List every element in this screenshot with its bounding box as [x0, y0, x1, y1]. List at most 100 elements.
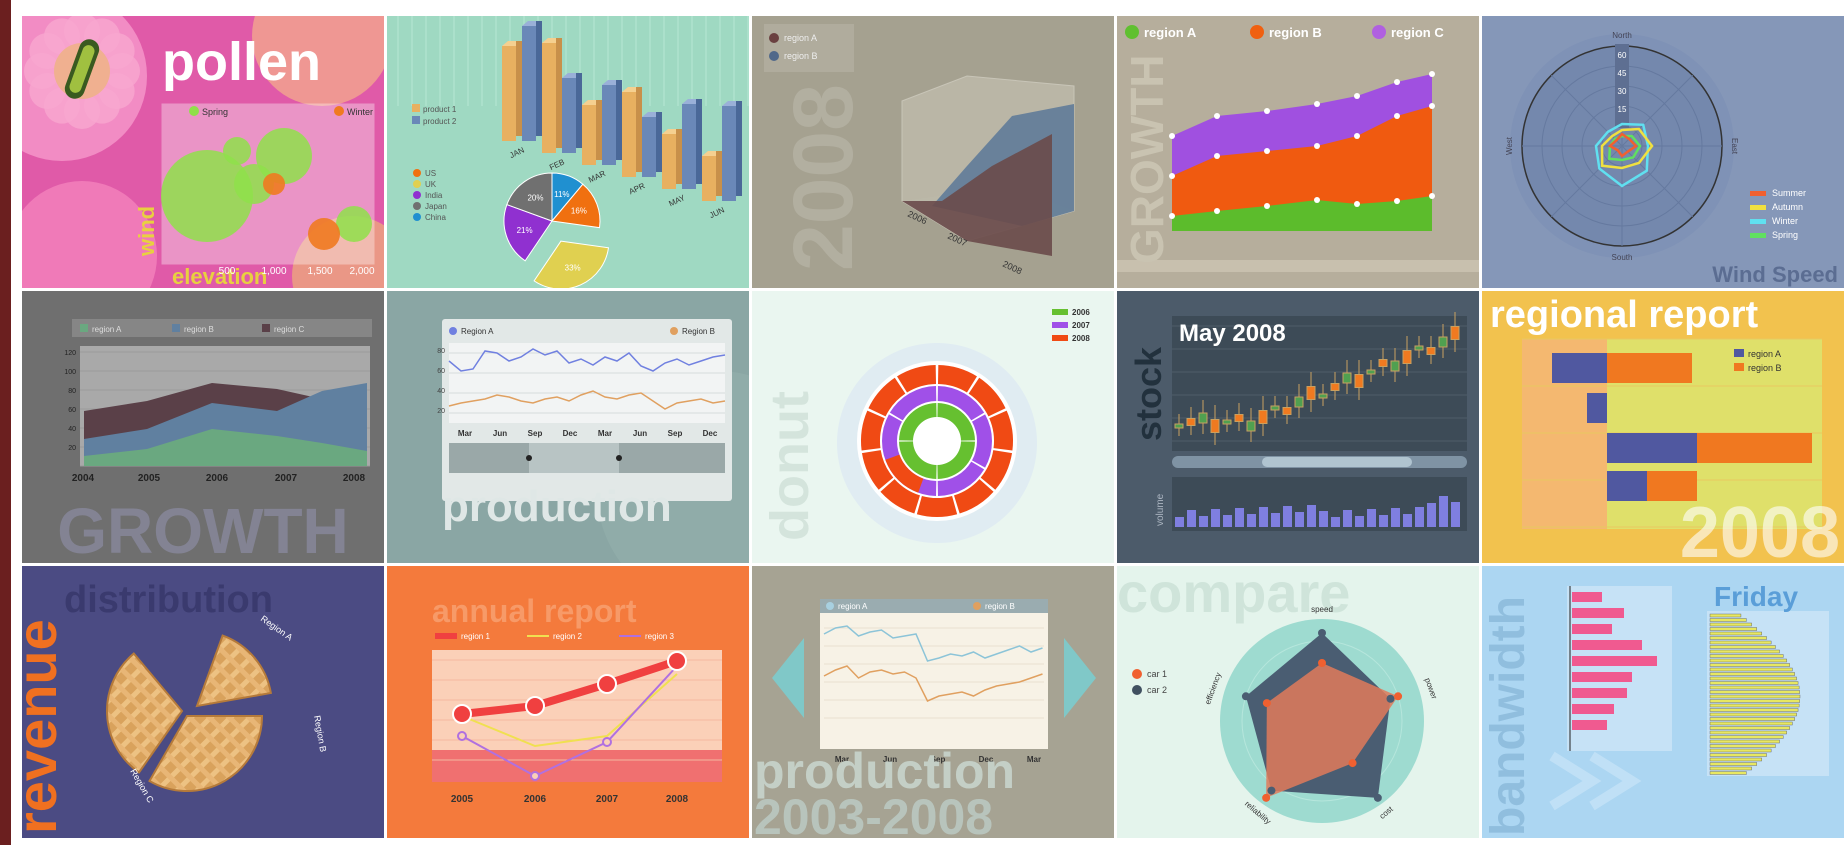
- tile-label: India: [425, 191, 443, 200]
- shape: [412, 104, 420, 112]
- shape: [412, 116, 420, 124]
- shape: [1270, 405, 1280, 411]
- chart-tile[interactable]: region A region B regional report 2008: [1482, 291, 1844, 573]
- shape: [1330, 383, 1340, 391]
- shape: [1283, 506, 1292, 527]
- chart-tile[interactable]: annual report region 1 region 2 region 3 200…: [387, 566, 749, 838]
- shape: [1174, 423, 1184, 429]
- shape: [1378, 359, 1388, 367]
- shape: [439, 16, 441, 106]
- shape: [596, 100, 602, 160]
- shape: [525, 696, 545, 716]
- shape: [1394, 692, 1403, 701]
- shape: [702, 156, 716, 201]
- shape: [1709, 717, 1795, 721]
- tile-label: Region B: [682, 327, 715, 336]
- tile-label: region A: [92, 325, 122, 334]
- tile-label: 2008: [776, 84, 870, 271]
- shape: [1354, 201, 1360, 207]
- shape: [80, 324, 88, 332]
- shape: [1587, 393, 1607, 423]
- shape: [1594, 122, 1650, 188]
- shape: [1262, 793, 1271, 802]
- shape: [542, 43, 556, 153]
- shape: [1709, 658, 1787, 663]
- shape: [696, 99, 702, 184]
- shape: [1348, 759, 1357, 768]
- tile-label: region 2: [553, 632, 582, 641]
- shape: [899, 403, 937, 441]
- shape: [1572, 720, 1607, 730]
- shape: [1607, 433, 1697, 463]
- tile-label: Friday: [1714, 581, 1798, 612]
- shape: [1709, 618, 1747, 622]
- shape: [989, 410, 1013, 451]
- shape: [1709, 685, 1800, 690]
- tile-label: 16%: [571, 207, 587, 216]
- shape: [263, 173, 285, 195]
- shape: [1600, 127, 1654, 170]
- shape: [769, 51, 779, 61]
- shape: [1052, 322, 1068, 328]
- chart-tile[interactable]: May 2008 stock volume: [1117, 291, 1479, 563]
- shape: [916, 495, 958, 517]
- tile-label: 2,000: [349, 266, 374, 277]
- shape: [1607, 471, 1647, 501]
- shape: [1295, 512, 1304, 527]
- chart-tile[interactable]: Region A Region B Mar Jun Sep Dec Mar Jun Sep Dec…: [387, 291, 837, 611]
- chart-tile[interactable]: comparespeedpowercostreliabilityefficien…: [1117, 561, 1479, 838]
- tile-label: Winter: [1772, 216, 1798, 226]
- shape: [764, 24, 854, 72]
- chart-tile[interactable]: GROWTH region A region B region C: [1117, 16, 1479, 288]
- shape: [968, 377, 1006, 417]
- shape: [452, 704, 472, 724]
- shape: [1709, 645, 1776, 649]
- shape: [461, 665, 678, 778]
- chart-tile[interactable]: region A region B region C 2004 2005 2006 2007…: [22, 291, 384, 567]
- tile-label: product 2: [423, 117, 457, 126]
- shape: [449, 327, 457, 335]
- shape: [937, 461, 985, 496]
- shape: [336, 206, 372, 242]
- chart-tile[interactable]: 60 45 30 15 North South East West Summer Autumn Wi…: [1482, 16, 1844, 288]
- shape: [189, 106, 199, 116]
- shape: [826, 602, 834, 610]
- shape: [1750, 233, 1766, 238]
- tile-label: Dec: [979, 755, 994, 764]
- tile-label: region B: [1269, 25, 1322, 40]
- shape: [1709, 739, 1780, 744]
- shape: [1429, 193, 1435, 199]
- shape: [148, 715, 264, 792]
- shape: [262, 324, 270, 332]
- tile-label: 2004: [72, 473, 95, 484]
- chart-tile[interactable]: donut 2006 2007 2008: [752, 291, 1114, 563]
- tile-label: Summer: [1772, 188, 1806, 198]
- shape: [820, 599, 1048, 749]
- shape: [1247, 514, 1256, 527]
- shape: [1552, 353, 1607, 383]
- tile-label: 1,500: [307, 266, 332, 277]
- shape: [223, 137, 251, 165]
- shape: [1294, 396, 1304, 408]
- shape: [432, 750, 722, 782]
- tile-title: annual report: [432, 593, 637, 629]
- shape: [69, 45, 95, 93]
- tile-label: production: [754, 743, 1015, 799]
- tile-title: regional report: [1490, 294, 1758, 336]
- tile-label: 15: [1618, 105, 1627, 114]
- tile-label: Sep: [528, 429, 543, 438]
- shape: [1709, 762, 1757, 766]
- shape: [1318, 393, 1328, 399]
- shape: [1709, 663, 1790, 667]
- shape: [1246, 420, 1256, 432]
- shape: [1427, 503, 1436, 527]
- tile-label: 2007: [1072, 321, 1090, 330]
- shape: [1210, 419, 1220, 433]
- tile-label: region B: [1748, 363, 1782, 373]
- chart-tile[interactable]: bandwidth Friday: [1482, 566, 1844, 838]
